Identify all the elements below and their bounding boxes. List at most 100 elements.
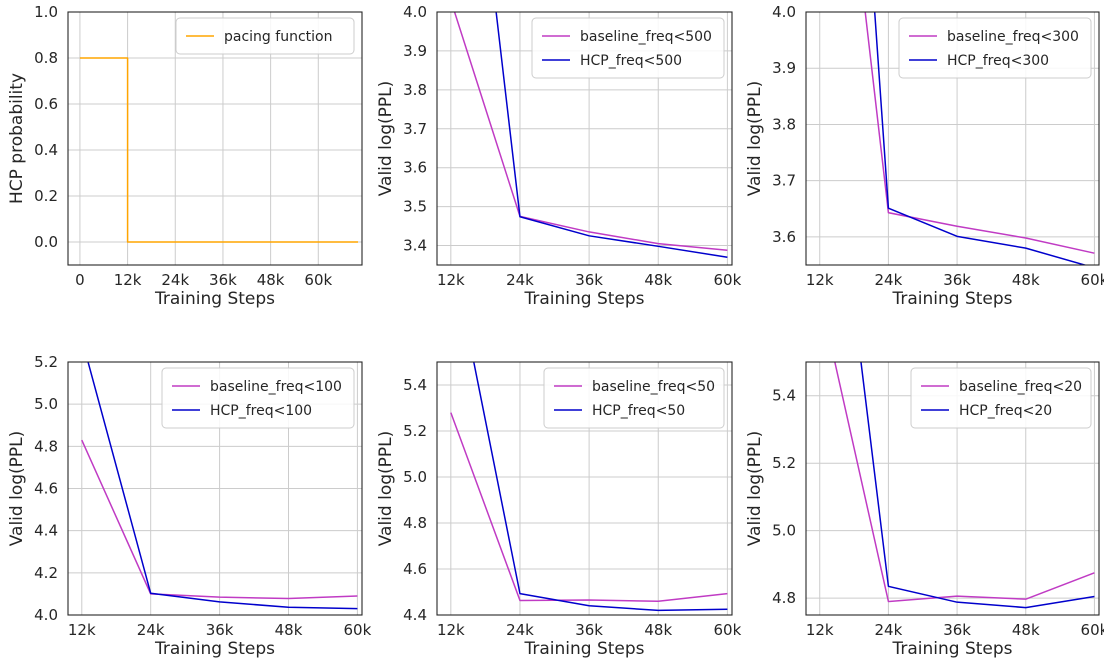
- y-tick-label: 5.4: [403, 376, 427, 394]
- x-tick-label: 48k: [257, 271, 285, 289]
- y-tick-label: 4.0: [403, 3, 427, 21]
- x-tick-label: 48k: [1012, 271, 1040, 289]
- y-tick-label: 3.8: [403, 81, 427, 99]
- y-axis-label: HCP probability: [7, 73, 27, 204]
- y-axis-label: Valid log(PPL): [376, 81, 396, 197]
- plot-frame: [67, 11, 363, 266]
- series-line-2: [860, 362, 1095, 609]
- legend-label: HCP_freq<20: [959, 403, 1052, 419]
- legend-label: HCP_freq<100: [210, 403, 312, 419]
- x-tick-label: 48k: [1012, 621, 1040, 639]
- y-tick-label: 4.0: [772, 3, 796, 21]
- x-tick-label: 24k: [137, 621, 165, 639]
- legend-label: HCP_freq<50: [592, 403, 685, 419]
- y-tick-label: 3.7: [403, 120, 427, 138]
- legend-box: [531, 17, 725, 79]
- legend: baseline_freq<300 HCP_freq<300: [898, 17, 1092, 79]
- legend-box: [175, 17, 355, 55]
- y-tick-label: 0.4: [34, 141, 58, 159]
- x-axis-label: Training Steps: [891, 639, 1012, 659]
- legend: baseline_freq<50 HCP_freq<50: [543, 367, 725, 429]
- x-tick-label: 36k: [575, 271, 603, 289]
- series-line-2: [87, 362, 358, 610]
- x-tick-label: 60k: [344, 621, 372, 639]
- legend-label: HCP_freq<300: [947, 53, 1049, 69]
- y-tick-label: 3.6: [403, 159, 427, 177]
- y-tick-label: 3.6: [772, 228, 796, 246]
- subplot-4: 12k 24k 36k 48k 60k 4.0 4.2 4.4 4.6 4.8 5.0 5.2 Trai…: [7, 353, 372, 659]
- x-tick-label: 48k: [644, 271, 672, 289]
- y-tick-label: 0.8: [34, 49, 58, 67]
- y-tick-label: 0.0: [34, 233, 58, 251]
- series-line-1: [453, 12, 728, 251]
- y-tick-label: 3.7: [772, 172, 796, 190]
- y-tick-label: 3.4: [403, 237, 427, 255]
- x-tick-label: 60k: [304, 271, 332, 289]
- x-tick-label: 12k: [437, 621, 465, 639]
- legend-label: HCP_freq<500: [580, 53, 682, 69]
- legend-label: baseline_freq<100: [210, 379, 342, 395]
- y-tick-label: 5.0: [34, 395, 58, 413]
- legend-box: [898, 17, 1092, 79]
- y-tick-label: 3.9: [772, 59, 796, 77]
- y-tick-label: 1.0: [34, 3, 58, 21]
- y-tick-label: 4.8: [772, 589, 796, 607]
- y-tick-label: 4.0: [34, 606, 58, 624]
- y-axis-label: Valid log(PPL): [376, 431, 396, 547]
- x-tick-label: 48k: [644, 621, 672, 639]
- y-tick-label: 3.5: [403, 198, 427, 216]
- y-tick-label: 5.2: [34, 353, 58, 371]
- y-tick-label: 3.9: [403, 42, 427, 60]
- x-tick-label: 36k: [943, 621, 971, 639]
- x-tick-label: 0: [75, 271, 85, 289]
- legend-label: baseline_freq<50: [592, 379, 715, 395]
- x-tick-label: 12k: [114, 271, 142, 289]
- x-tick-label: 60k: [1081, 271, 1104, 289]
- series-line-2: [495, 12, 728, 258]
- y-tick-label: 5.0: [772, 522, 796, 540]
- x-tick-label: 24k: [875, 271, 903, 289]
- legend-box: [543, 367, 725, 429]
- y-tick-label: 5.4: [772, 387, 796, 405]
- x-tick-label: 36k: [206, 621, 234, 639]
- x-tick-label: 24k: [161, 271, 189, 289]
- y-axis-label: Valid log(PPL): [7, 431, 27, 547]
- x-tick-label: 24k: [506, 271, 534, 289]
- x-tick-label: 12k: [806, 621, 834, 639]
- plot-frame: [436, 11, 733, 266]
- x-tick-label: 12k: [437, 271, 465, 289]
- y-tick-label: 5.2: [772, 454, 796, 472]
- x-tick-label: 36k: [575, 621, 603, 639]
- y-axis-label: Valid log(PPL): [745, 81, 765, 197]
- series-line-2: [873, 12, 1088, 265]
- y-tick-label: 3.8: [772, 115, 796, 133]
- y-axis-label: Valid log(PPL): [745, 431, 765, 547]
- series-line-1: [450, 412, 728, 602]
- y-tick-label: 0.6: [34, 95, 58, 113]
- subplot-6: 12k 24k 36k 48k 60k 4.8 5.0 5.2 5.4 Training Step…: [745, 361, 1104, 659]
- subplot-3: 12k 24k 36k 48k 60k 3.6 3.7 3.8 3.9 4.0 Training S…: [745, 3, 1104, 309]
- y-tick-label: 4.4: [34, 522, 58, 540]
- series-line-1: [864, 12, 1095, 254]
- y-tick-label: 0.2: [34, 187, 58, 205]
- plot-frame: [805, 11, 1100, 266]
- subplot-2: 12k 24k 36k 48k 60k 3.4 3.5 3.6 3.7 3.8 3.9 4.0 Trai…: [376, 3, 742, 309]
- x-axis-label: Training Steps: [523, 639, 644, 659]
- x-axis-label: Training Steps: [523, 289, 644, 309]
- x-axis-label: Training Steps: [154, 289, 275, 309]
- series-line-1: [834, 362, 1095, 603]
- x-tick-label: 36k: [209, 271, 237, 289]
- x-tick-label: 12k: [68, 621, 96, 639]
- plot-frame: [805, 361, 1100, 616]
- legend: pacing function: [175, 17, 355, 55]
- legend-box: [161, 367, 355, 429]
- legend-label: baseline_freq<20: [959, 379, 1082, 395]
- y-tick-label: 4.4: [403, 606, 427, 624]
- x-tick-label: 60k: [714, 271, 742, 289]
- legend-label: pacing function: [224, 29, 332, 45]
- plot-frame: [67, 361, 363, 616]
- legend: baseline_freq<20 HCP_freq<20: [910, 367, 1092, 429]
- x-tick-label: 48k: [275, 621, 303, 639]
- legend-label: baseline_freq<300: [947, 29, 1079, 45]
